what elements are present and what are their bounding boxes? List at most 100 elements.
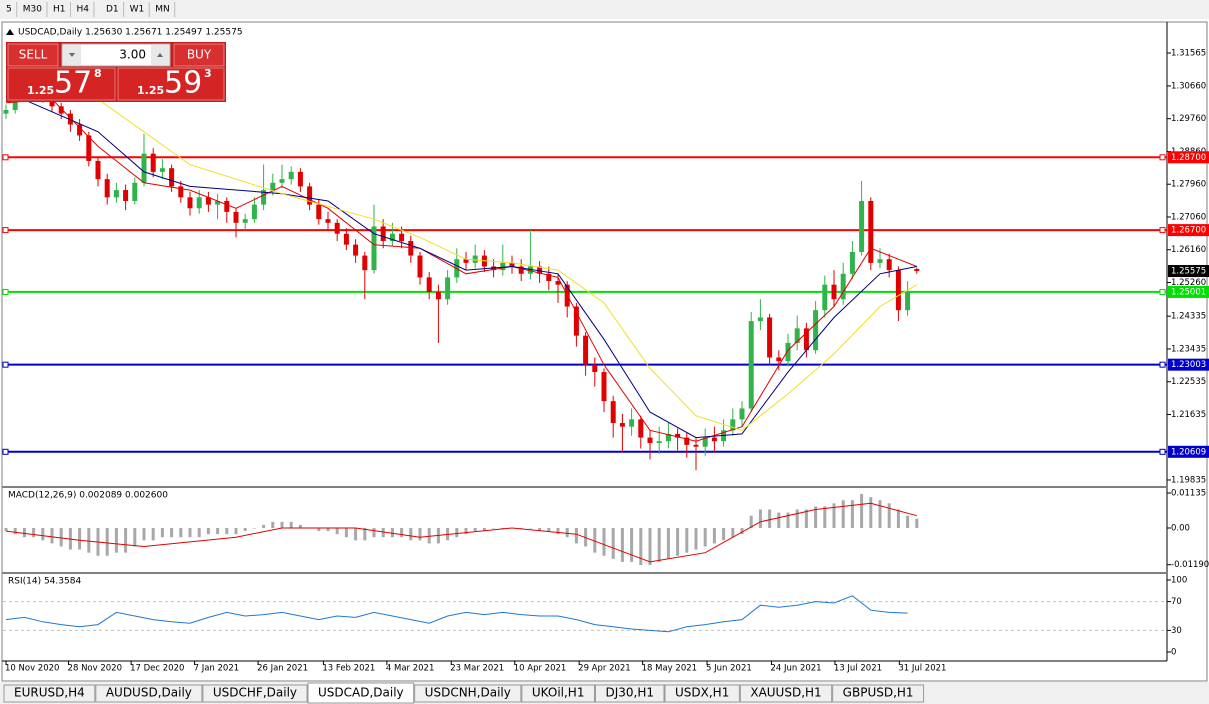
candle-body xyxy=(546,273,552,282)
candle-body xyxy=(831,284,837,300)
macd-bar xyxy=(648,527,652,565)
candle-body xyxy=(583,335,589,365)
timeframe-button[interactable]: D1 xyxy=(106,5,119,15)
candle-body xyxy=(362,255,368,271)
timeframe-button[interactable]: MN xyxy=(155,5,170,15)
volume-value[interactable]: 3.00 xyxy=(119,48,146,62)
y-tick-label: 1.24335 xyxy=(1171,312,1206,322)
macd-bar xyxy=(252,527,256,529)
macd-bar xyxy=(390,527,394,538)
symbol-tab[interactable] xyxy=(307,682,415,704)
timeframe-button[interactable]: H4 xyxy=(76,5,89,15)
macd-bar xyxy=(565,527,569,538)
macd-bar xyxy=(32,527,36,538)
macd-bar xyxy=(206,527,210,535)
symbol-tab-label[interactable]: GBPUSD,H1 xyxy=(843,686,914,700)
macd-bar xyxy=(151,527,155,541)
last-price-box xyxy=(1168,265,1209,278)
macd-bar xyxy=(731,527,735,538)
candle-body xyxy=(196,197,202,209)
symbol-tab[interactable] xyxy=(3,684,96,703)
candle-body xyxy=(408,241,414,256)
candle-body xyxy=(794,328,800,343)
macd-bar xyxy=(482,527,486,532)
candle-body xyxy=(445,277,451,300)
symbol-tab-label[interactable]: EURUSD,H4 xyxy=(14,686,85,700)
candle-body xyxy=(58,106,64,114)
symbol-tab-label[interactable]: USDCAD,Daily xyxy=(318,686,404,700)
macd-bar xyxy=(473,527,477,532)
macd-bar xyxy=(869,497,873,528)
y-tick-label: 1.19835 xyxy=(1171,475,1206,485)
macd-bar xyxy=(409,527,413,541)
macd-bar xyxy=(850,500,854,528)
y-tick-label: 0.01135 xyxy=(1171,488,1206,498)
timeframe-button[interactable]: M30 xyxy=(23,5,42,15)
volume-input[interactable] xyxy=(61,43,171,67)
level-price-label: 1.23003 xyxy=(1171,360,1206,370)
macd-bar xyxy=(142,527,146,541)
y-tick-label: -0.011904 xyxy=(1171,560,1209,570)
timeframe-button[interactable]: W1 xyxy=(130,5,145,15)
macd-bar xyxy=(666,527,670,559)
candle-body xyxy=(748,321,754,409)
candle-body xyxy=(711,437,717,442)
symbol-tab[interactable] xyxy=(202,684,308,703)
indicator-line xyxy=(5,98,917,442)
candle-body xyxy=(261,190,267,205)
macd-bar xyxy=(519,527,523,529)
symbol-tab-label[interactable]: AUDUSD,Daily xyxy=(106,686,192,700)
level-handle xyxy=(1159,448,1166,455)
level-price-box xyxy=(1168,285,1209,298)
macd-bar xyxy=(197,527,201,538)
symbol-tab[interactable] xyxy=(521,684,595,703)
symbol-tab-label[interactable]: USDCNH,Daily xyxy=(425,686,511,700)
bid-box[interactable] xyxy=(7,67,116,101)
symbol-tab[interactable] xyxy=(95,684,203,703)
symbol-tab-label[interactable]: DJ30,H1 xyxy=(605,686,654,700)
candle-body xyxy=(886,259,892,271)
indicator-line xyxy=(5,91,917,439)
timeframe-button[interactable]: 5 xyxy=(6,5,12,15)
macd-bar xyxy=(160,527,164,538)
symbol-tab-label[interactable]: XAUUSD,H1 xyxy=(750,686,821,700)
candle-body xyxy=(86,135,92,161)
macd-bar xyxy=(262,524,266,528)
symbol-tab-label[interactable]: USDCHF,Daily xyxy=(213,686,297,700)
macd-bar xyxy=(114,527,118,553)
symbol-tab[interactable] xyxy=(414,684,522,703)
timeframe-button[interactable]: H1 xyxy=(53,5,66,15)
candle-body xyxy=(776,357,782,362)
symbol-tab[interactable] xyxy=(739,684,833,703)
symbol-tab-label[interactable]: UKOil,H1 xyxy=(532,686,585,700)
candle-body xyxy=(389,233,395,242)
sell-button[interactable] xyxy=(7,43,59,67)
macd-bar xyxy=(676,527,680,556)
macd-bar xyxy=(22,527,26,538)
bid-pips: 57 xyxy=(54,66,92,101)
candle-body xyxy=(803,328,809,351)
candle-body xyxy=(132,182,138,201)
ask-pips: 59 xyxy=(164,66,202,101)
macd-bar xyxy=(538,527,542,532)
symbol-tab[interactable] xyxy=(832,684,925,703)
ask-big: 1.25 xyxy=(137,84,164,97)
symbol-tab[interactable] xyxy=(664,684,740,703)
x-tick-label: 24 Jun 2021 xyxy=(770,664,821,674)
level-price-label: 1.28700 xyxy=(1171,153,1206,163)
buy-label[interactable]: BUY xyxy=(187,48,212,62)
symbol-tab[interactable] xyxy=(594,684,665,703)
candle-body xyxy=(638,419,644,438)
candle-body xyxy=(472,255,478,263)
ask-box[interactable] xyxy=(117,67,225,101)
candle-body xyxy=(104,179,110,198)
symbol-tab-label[interactable]: USDX,H1 xyxy=(675,686,729,700)
macd-bar xyxy=(777,512,781,528)
macd-bar xyxy=(814,506,818,528)
candle-body xyxy=(307,186,313,205)
candle-body xyxy=(629,419,635,427)
sell-label[interactable]: SELL xyxy=(19,48,48,62)
buy-button[interactable] xyxy=(173,43,225,67)
macd-bar xyxy=(556,527,560,535)
macd-bar xyxy=(620,527,624,562)
